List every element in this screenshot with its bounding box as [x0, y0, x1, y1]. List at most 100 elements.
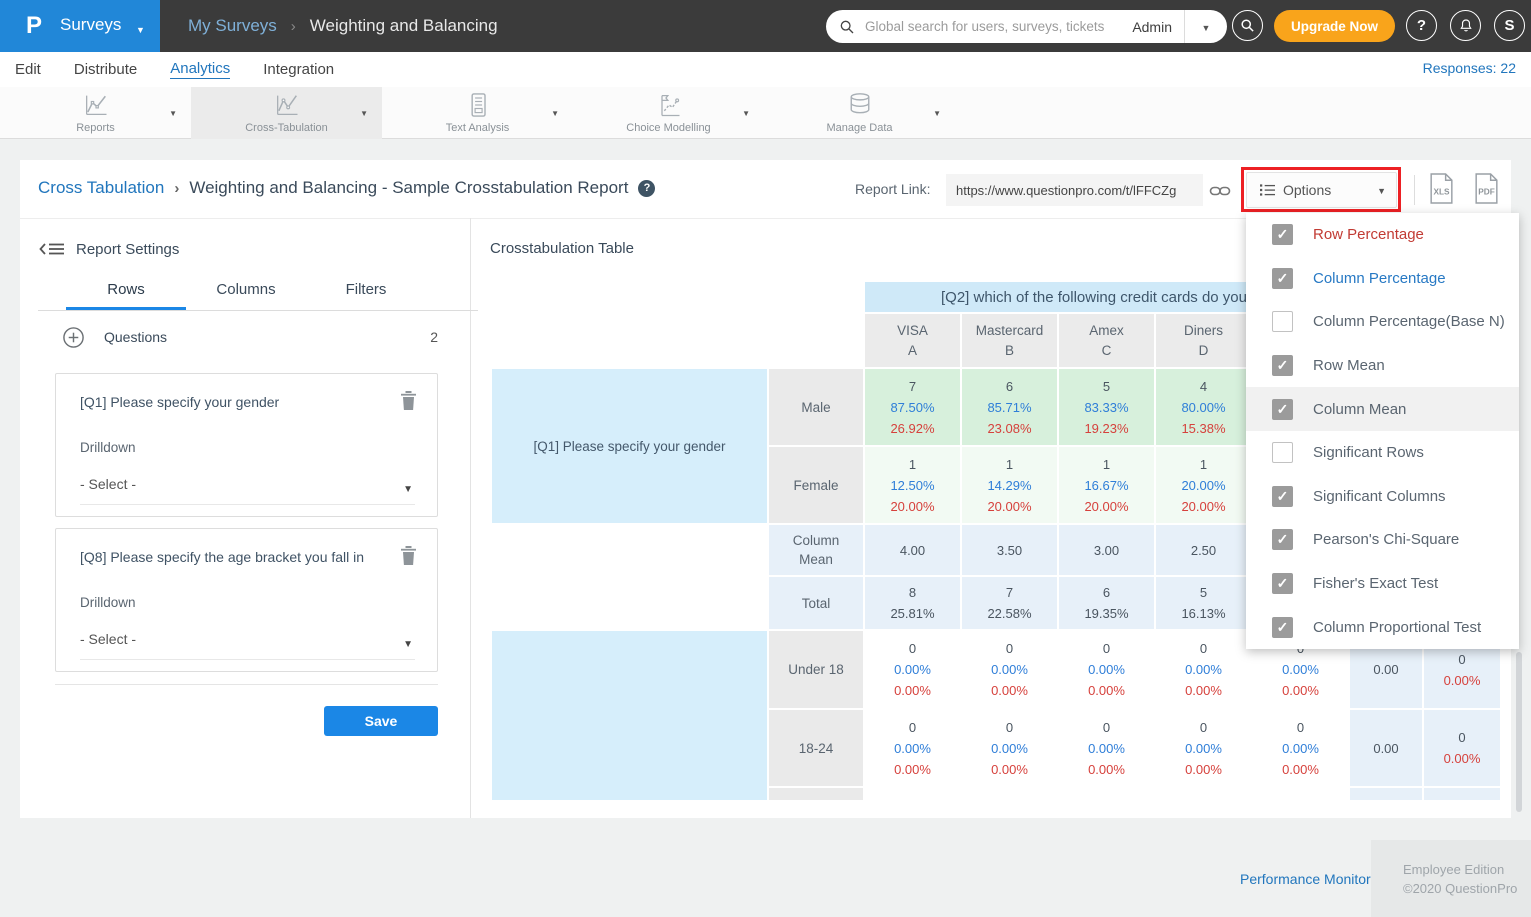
options-button-label: Options: [1283, 182, 1332, 198]
options-button[interactable]: Options: [1246, 172, 1397, 208]
product-name: Surveys: [60, 15, 122, 34]
help-icon[interactable]: ?: [638, 179, 656, 197]
search-icon: [1241, 19, 1254, 32]
report-link-label: Report Link:: [855, 181, 931, 197]
tab-integration[interactable]: Integration: [263, 61, 335, 78]
global-search: Admin: [826, 10, 1227, 43]
drilldown-label: Drilldown: [80, 440, 136, 455]
menu-item-significant-columns[interactable]: Significant Columns: [1246, 475, 1519, 519]
svg-text:XLS: XLS: [1433, 188, 1450, 197]
module-dropdown-caret[interactable]: [933, 109, 941, 118]
upgrade-now-button[interactable]: Upgrade Now: [1274, 10, 1395, 42]
trash-icon[interactable]: [400, 546, 417, 570]
table-scrollbar[interactable]: [1516, 652, 1522, 812]
checkbox[interactable]: [1272, 398, 1293, 420]
chevron-down-icon: [1377, 181, 1386, 199]
report-title: Weighting and Balancing - Sample Crossta…: [189, 178, 629, 197]
product-switcher[interactable]: P Surveys: [0, 0, 160, 52]
checkbox[interactable]: [1272, 311, 1293, 333]
question-text: [Q1] Please specify your gender: [80, 394, 280, 410]
checkbox[interactable]: [1272, 224, 1293, 246]
question-card-q1: [Q1] Please specify your gender Drilldow…: [55, 373, 438, 517]
menu-item-fishers-exact-test[interactable]: Fisher's Exact Test: [1246, 562, 1519, 606]
column-header: Diners D: [1156, 314, 1251, 367]
text-analysis-icon: [470, 93, 486, 117]
menu-item-column-mean[interactable]: Column Mean: [1246, 387, 1519, 431]
avatar-initial: S: [1504, 17, 1515, 34]
menu-item-row-mean[interactable]: Row Mean: [1246, 344, 1519, 388]
save-button[interactable]: Save: [324, 706, 438, 736]
row-label: Column Mean: [769, 525, 863, 575]
module-choice-modelling[interactable]: Choice Modelling: [573, 87, 764, 139]
column-header: Amex C: [1059, 314, 1154, 367]
module-cross-tabulation[interactable]: Cross-Tabulation: [191, 87, 382, 139]
search-scope-dropdown[interactable]: [1185, 18, 1227, 36]
notifications-button[interactable]: [1450, 10, 1481, 41]
breadcrumb-my-surveys[interactable]: My Surveys: [188, 16, 277, 35]
questions-label: Questions: [104, 329, 168, 345]
tab-analytics[interactable]: Analytics: [170, 60, 231, 79]
responses-count: Responses: 22: [1422, 60, 1516, 76]
report-url-input[interactable]: [946, 174, 1203, 206]
module-dropdown-caret[interactable]: [169, 109, 177, 118]
checkbox[interactable]: [1272, 442, 1293, 464]
chevron-down-icon: [403, 479, 413, 497]
checkbox[interactable]: [1272, 485, 1293, 507]
module-dropdown-caret[interactable]: [551, 109, 559, 118]
menu-item-column-percentage-base-n[interactable]: Column Percentage(Base N): [1246, 300, 1519, 344]
choice-modelling-icon: [660, 95, 679, 117]
module-dropdown-caret[interactable]: [360, 109, 368, 118]
row-label: Male: [769, 369, 863, 445]
trash-icon[interactable]: [400, 391, 417, 415]
export-xls-button[interactable]: XLS: [1428, 173, 1455, 209]
divider: [1414, 175, 1415, 205]
search-submit-button[interactable]: [1232, 10, 1263, 41]
performance-monitor-link[interactable]: Performance Monitor: [1240, 871, 1371, 887]
link-icon[interactable]: [1208, 179, 1232, 208]
options-dropdown-menu: Row Percentage Column Percentage Column …: [1246, 213, 1519, 649]
menu-item-pearsons-chi-square[interactable]: Pearson's Chi-Square: [1246, 518, 1519, 562]
user-avatar[interactable]: S: [1494, 10, 1525, 41]
checkbox[interactable]: [1272, 529, 1293, 551]
bell-icon: [1459, 18, 1472, 32]
module-label: Cross-Tabulation: [245, 122, 328, 134]
chevron-down-icon: [136, 20, 145, 38]
analytics-toolbar: Reports Cross-Tabulation Text Analysis C…: [0, 87, 1531, 139]
question-card-q8: [Q8] Please specify the age bracket you …: [55, 528, 438, 672]
tab-distribute[interactable]: Distribute: [73, 61, 138, 78]
tab-edit[interactable]: Edit: [15, 61, 41, 78]
add-question-button[interactable]: [62, 326, 85, 354]
svg-text:PDF: PDF: [1478, 188, 1495, 197]
menu-item-column-percentage[interactable]: Column Percentage: [1246, 257, 1519, 301]
panel-title: Report Settings: [76, 241, 180, 258]
question-text: [Q8] Please specify the age bracket you …: [80, 549, 365, 565]
menu-item-significant-rows[interactable]: Significant Rows: [1246, 431, 1519, 475]
menu-item-row-percentage[interactable]: Row Percentage: [1246, 213, 1519, 257]
help-button[interactable]: ?: [1406, 10, 1437, 41]
database-icon: [850, 93, 869, 114]
top-bar: P Surveys My Surveys › Weighting and Bal…: [0, 0, 1531, 52]
drilldown-label: Drilldown: [80, 595, 136, 610]
module-label: Reports: [76, 122, 115, 134]
tab-columns[interactable]: Columns: [216, 281, 276, 298]
module-dropdown-caret[interactable]: [742, 109, 750, 118]
checkbox[interactable]: [1272, 573, 1293, 595]
menu-item-column-proportional-test[interactable]: Column Proportional Test: [1246, 605, 1519, 649]
checkbox[interactable]: [1272, 616, 1293, 638]
settings-tabs: Rows Columns Filters: [38, 274, 478, 311]
drilldown-select[interactable]: - Select -: [80, 625, 415, 660]
drilldown-select[interactable]: - Select -: [80, 470, 415, 505]
collapse-panel-icon[interactable]: [38, 238, 66, 265]
export-pdf-button[interactable]: PDF: [1473, 173, 1500, 209]
module-reports[interactable]: Reports: [0, 87, 191, 139]
tab-rows[interactable]: Rows: [66, 274, 186, 310]
module-manage-data[interactable]: Manage Data: [764, 87, 955, 139]
checkbox[interactable]: [1272, 267, 1293, 289]
module-text-analysis[interactable]: Text Analysis: [382, 87, 573, 139]
search-input[interactable]: [863, 18, 1133, 35]
tab-filters[interactable]: Filters: [345, 281, 387, 298]
cross-tabulation-link[interactable]: Cross Tabulation: [38, 178, 165, 197]
line-chart-icon: [85, 95, 106, 115]
checkbox[interactable]: [1272, 355, 1293, 377]
